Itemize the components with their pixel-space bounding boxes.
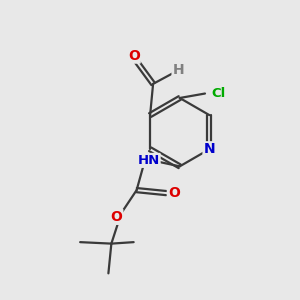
Text: O: O	[128, 49, 140, 63]
Text: HN: HN	[137, 154, 160, 167]
Text: O: O	[168, 186, 180, 200]
Text: Cl: Cl	[211, 87, 226, 100]
Text: O: O	[110, 210, 122, 224]
Text: N: N	[203, 142, 215, 156]
Text: H: H	[172, 64, 184, 77]
